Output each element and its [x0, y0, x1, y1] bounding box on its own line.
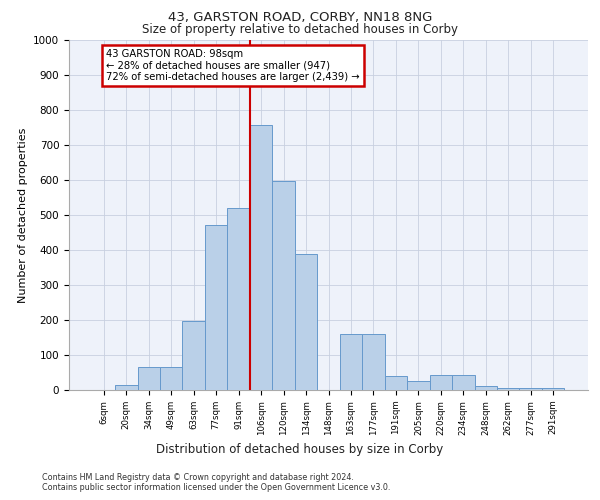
Text: Contains public sector information licensed under the Open Government Licence v3: Contains public sector information licen… — [42, 484, 391, 492]
Bar — [430, 374, 452, 390]
Bar — [362, 334, 385, 390]
Text: Size of property relative to detached houses in Corby: Size of property relative to detached ho… — [142, 22, 458, 36]
Bar — [340, 334, 362, 390]
Bar — [497, 388, 520, 390]
Bar — [115, 386, 137, 390]
Bar — [250, 126, 272, 390]
Bar — [137, 367, 160, 390]
Text: Contains HM Land Registry data © Crown copyright and database right 2024.: Contains HM Land Registry data © Crown c… — [42, 472, 354, 482]
Bar — [182, 320, 205, 390]
Bar — [227, 208, 250, 390]
Bar — [272, 181, 295, 390]
Bar — [295, 254, 317, 390]
Text: Distribution of detached houses by size in Corby: Distribution of detached houses by size … — [157, 442, 443, 456]
Bar — [407, 380, 430, 390]
Bar — [205, 225, 227, 390]
Text: 43, GARSTON ROAD, CORBY, NN18 8NG: 43, GARSTON ROAD, CORBY, NN18 8NG — [168, 11, 432, 24]
Bar — [542, 388, 565, 390]
Y-axis label: Number of detached properties: Number of detached properties — [17, 128, 28, 302]
Bar — [385, 376, 407, 390]
Bar — [452, 374, 475, 390]
Bar — [475, 386, 497, 390]
Bar — [160, 367, 182, 390]
Bar — [520, 388, 542, 390]
Text: 43 GARSTON ROAD: 98sqm
← 28% of detached houses are smaller (947)
72% of semi-de: 43 GARSTON ROAD: 98sqm ← 28% of detached… — [106, 49, 359, 82]
